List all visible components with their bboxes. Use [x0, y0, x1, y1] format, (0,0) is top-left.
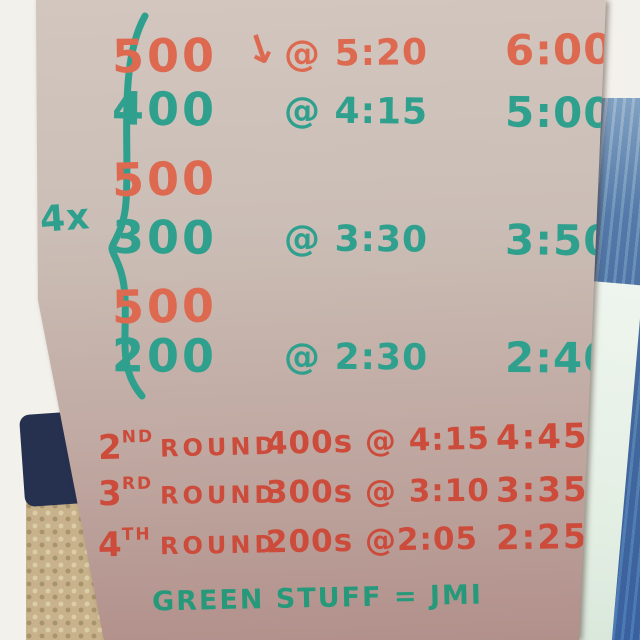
set-interval: @ 3:30: [283, 218, 429, 261]
set-goal-time: 2:40: [504, 333, 614, 383]
round-goal-time: 3:35: [495, 469, 589, 511]
multiplier-label: 4x: [38, 196, 92, 241]
set-interval: @ 2:30: [283, 336, 429, 379]
round-goal-time: 4:45: [495, 416, 589, 459]
set-row: 200 @ 2:30 2:40: [111, 328, 606, 387]
set-distance: 400: [111, 81, 218, 137]
brace-icon: [108, 12, 149, 400]
set-row: 400 @ 4:15 5:00: [111, 81, 606, 142]
set-row: 300 @ 3:30 3:50: [111, 209, 606, 270]
round-goal-time: 2:25: [495, 516, 589, 559]
set-interval: @ 4:15: [283, 90, 429, 133]
set-row: 500: [111, 143, 602, 209]
footer-note: GREEN STUFF = JMI: [151, 579, 484, 618]
set-interval: @ 5:20: [283, 32, 429, 76]
set-distance: 500: [111, 27, 218, 84]
set-distance: 300: [111, 209, 218, 265]
set-distance: 200: [111, 328, 218, 384]
set-row: 500: [112, 272, 603, 337]
round-row: 4 TH ROUND 200s @2:05 2:25: [98, 515, 599, 570]
round-ordinal-suffix: ND: [121, 426, 155, 448]
round-ordinal: 2: [97, 427, 123, 469]
set-goal-time: 3:50: [504, 215, 614, 266]
round-ordinal-suffix: TH: [121, 524, 152, 545]
round-word: ROUND: [159, 530, 279, 561]
set-distance: 500: [111, 150, 218, 208]
round-row: 3 RD ROUND 300s @ 3:10 3:35: [98, 468, 598, 518]
round-ordinal-suffix: RD: [121, 473, 154, 494]
set-row: 500 ↓ @ 5:20 6:00: [111, 23, 606, 86]
set-goal-time: 6:00: [504, 24, 614, 75]
round-set: 400s @ 4:15: [265, 420, 491, 462]
round-set: 300s @ 3:10: [265, 472, 491, 511]
round-ordinal: 3: [97, 473, 122, 515]
round-word: ROUND: [159, 431, 279, 463]
round-word: ROUND: [159, 480, 279, 510]
down-arrow-icon: ↓: [237, 23, 284, 78]
round-ordinal: 4: [97, 524, 123, 566]
set-goal-time: 5:00: [504, 87, 614, 138]
round-row: 2 ND ROUND 400s @ 4:15 4:45: [98, 414, 599, 472]
round-set: 200s @2:05: [265, 520, 479, 561]
set-distance: 500: [111, 278, 218, 335]
